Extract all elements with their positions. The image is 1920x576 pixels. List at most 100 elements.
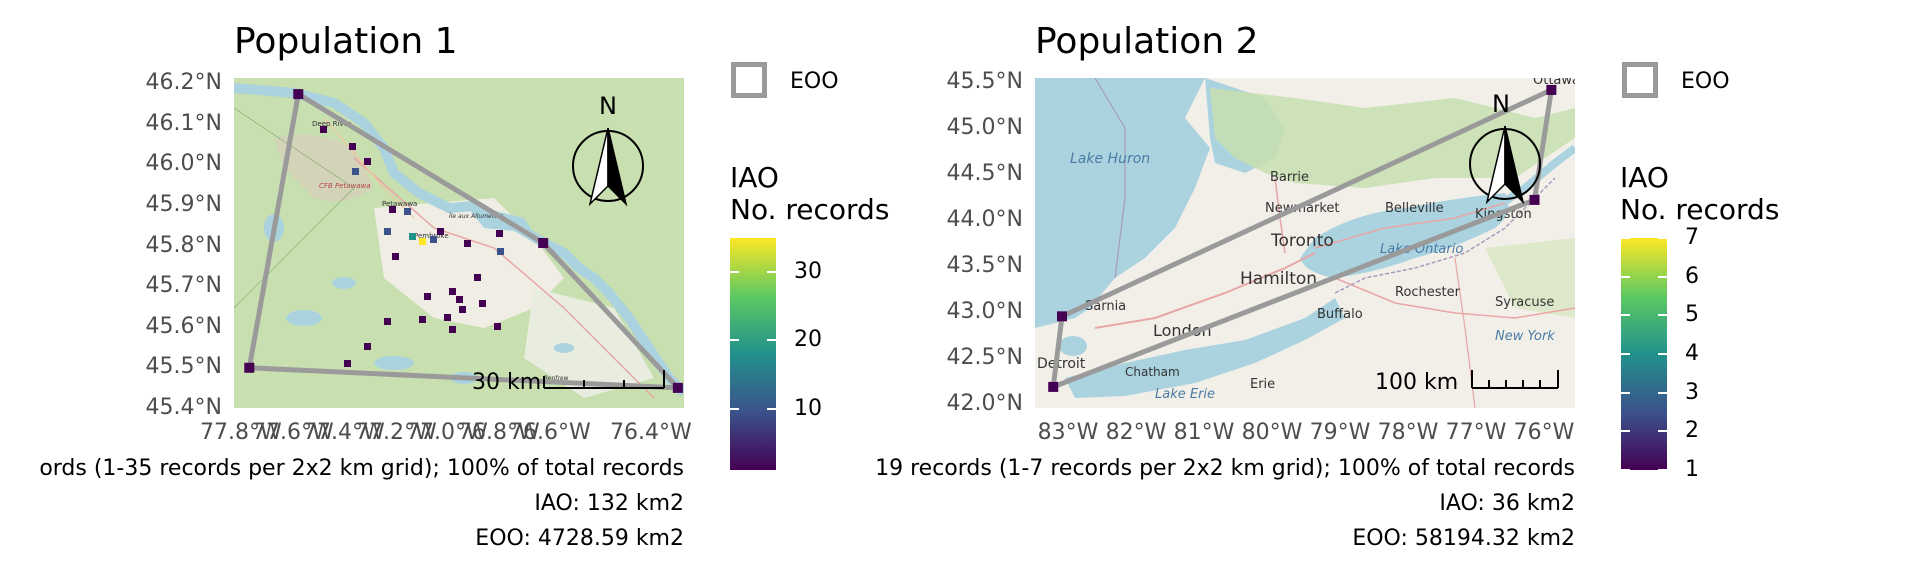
colorbar-tick-mark xyxy=(1621,314,1630,317)
basemap: Lake Huron Barrie Newmarket Belleville K… xyxy=(1035,78,1575,408)
iao-cell xyxy=(364,343,371,350)
iao-cell xyxy=(479,300,486,307)
lon-tick: 77.2°W xyxy=(355,420,437,445)
scale-bar: 100 km xyxy=(1375,370,1559,395)
lon-tick: 80°W xyxy=(1241,420,1303,445)
north-arrow-icon xyxy=(1469,125,1541,205)
iao-cell xyxy=(352,168,359,175)
colorbar-tick-mark xyxy=(1658,314,1667,317)
iao-cell xyxy=(449,326,456,333)
iao-cell xyxy=(1048,381,1059,392)
iao-cell xyxy=(364,158,371,165)
iao-cell xyxy=(389,206,396,213)
lat-tick: 46.0°N xyxy=(145,151,222,176)
lat-tick: 45.9°N xyxy=(145,192,222,217)
lon-tick: 78°W xyxy=(1377,420,1439,445)
eoo-legend-key xyxy=(731,62,767,98)
lon-tick: 77.6°W xyxy=(252,420,334,445)
colorbar-tick-label: 5 xyxy=(1685,302,1699,328)
place-label: Syracuse xyxy=(1495,295,1554,310)
scale-label: 100 km xyxy=(1375,370,1458,395)
eoo-legend-label: EOO xyxy=(1681,69,1730,94)
scale-bar: 30 km xyxy=(472,370,665,395)
place-label: Erie xyxy=(1250,377,1275,392)
caption-records: ords (1-35 records per 2x2 km grid); 100… xyxy=(39,456,684,481)
lon-tick: 76.8°W xyxy=(458,420,540,445)
iao-cell xyxy=(349,143,356,150)
colorbar-tick-mark xyxy=(730,407,739,410)
place-label: Renfrew xyxy=(544,375,569,382)
lat-tick: 45.5°N xyxy=(946,69,1023,94)
iao-legend-title: IAO xyxy=(1620,161,1669,194)
north-arrow-icon xyxy=(572,127,644,207)
panel-title: Population 2 xyxy=(1035,21,1259,62)
iao-cell xyxy=(496,230,503,237)
iao-cell xyxy=(392,253,399,260)
iao-cell xyxy=(437,228,444,235)
iao-cell xyxy=(474,274,481,281)
place-label: Chatham xyxy=(1125,365,1180,379)
colorbar-tick-label: 30 xyxy=(794,259,822,285)
caption-eoo: EOO: 4728.59 km2 xyxy=(475,526,684,551)
colorbar-tick-mark xyxy=(1658,391,1667,394)
colorbar-tick-label: 1 xyxy=(1685,457,1699,482)
colorbar-tick-mark xyxy=(1658,275,1667,278)
lat-tick: 43.5°N xyxy=(946,253,1023,278)
colorbar-tick-label: 3 xyxy=(1685,379,1699,405)
map-population-1[interactable]: CFB Petawawa Deep River Petawawa Pembrok… xyxy=(234,78,684,408)
basemap: CFB Petawawa Deep River Petawawa Pembrok… xyxy=(234,78,684,408)
eoo-legend-key xyxy=(1622,62,1658,98)
colorbar-tick-mark xyxy=(730,339,739,342)
lon-tick: 83°W xyxy=(1037,420,1099,445)
iao-cell xyxy=(672,382,683,393)
lon-tick: 76.4°W xyxy=(610,420,692,445)
place-label: Hamilton xyxy=(1240,269,1317,289)
caption-eoo: EOO: 58194.32 km2 xyxy=(1352,526,1575,551)
lon-tick: 82°W xyxy=(1105,420,1167,445)
iao-cell xyxy=(1546,84,1557,95)
north-label: N xyxy=(1492,90,1510,118)
iao-cell xyxy=(384,228,391,235)
iao-cell xyxy=(404,208,411,215)
colorbar-tick-mark xyxy=(1658,237,1667,239)
lat-tick: 44.5°N xyxy=(946,161,1023,186)
iao-cell xyxy=(419,316,426,323)
iao-cells xyxy=(320,126,504,367)
caption-records: 19 records (1-7 records per 2x2 km grid)… xyxy=(875,456,1575,481)
place-label: New York xyxy=(1495,329,1555,344)
map-population-2[interactable]: Lake Huron Barrie Newmarket Belleville K… xyxy=(1035,78,1575,408)
iao-cell xyxy=(444,314,451,321)
iao-cell xyxy=(464,240,471,247)
iao-cell xyxy=(384,318,391,325)
scale-label: 30 km xyxy=(472,370,541,395)
lat-tick: 45.7°N xyxy=(145,273,222,298)
colorbar-tick-mark xyxy=(730,271,739,274)
lon-tick: 77.0°W xyxy=(406,420,488,445)
lon-tick: 77.8°W xyxy=(200,420,282,445)
place-label: Toronto xyxy=(1270,231,1334,251)
iao-legend-subtitle: No. records xyxy=(730,193,890,226)
place-label: Lake Huron xyxy=(1070,151,1150,167)
lon-tick: 76.6°W xyxy=(509,420,591,445)
eoo-legend-label: EOO xyxy=(790,69,839,94)
lat-tick: 45.4°N xyxy=(145,395,222,420)
lat-tick: 45.0°N xyxy=(946,115,1023,140)
lon-tick: 79°W xyxy=(1309,420,1371,445)
colorbar-tick-mark xyxy=(767,339,776,342)
place-label: Petawawa xyxy=(382,200,417,208)
colorbar: 10 20 30 xyxy=(730,238,822,470)
colorbar-tick-mark xyxy=(1621,430,1630,433)
lon-tick: 76°W xyxy=(1513,420,1575,445)
colorbar-tick-label: 4 xyxy=(1685,341,1699,366)
caption-iao: IAO: 36 km2 xyxy=(1439,491,1575,516)
colorbar-tick-mark xyxy=(1658,353,1667,355)
caption-iao: IAO: 132 km2 xyxy=(534,491,684,516)
iao-cell xyxy=(538,238,549,248)
iao-cell xyxy=(494,323,501,330)
iao-cell xyxy=(424,293,431,300)
lon-tick: 81°W xyxy=(1173,420,1235,445)
iao-cell xyxy=(459,306,466,313)
colorbar-tick-mark xyxy=(1658,469,1667,471)
lat-tick: 44.0°N xyxy=(946,207,1023,232)
colorbar-tick-mark xyxy=(1621,237,1630,239)
